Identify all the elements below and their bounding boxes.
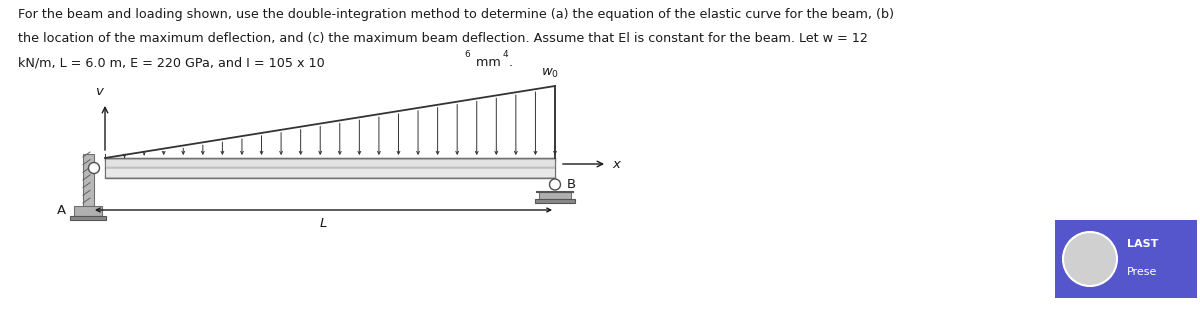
Circle shape <box>1063 232 1117 286</box>
Text: A: A <box>56 205 66 218</box>
Text: B: B <box>568 178 576 191</box>
Polygon shape <box>83 154 94 206</box>
Text: 4: 4 <box>503 50 509 59</box>
Text: the location of the maximum deflection, and (c) the maximum beam deflection. Ass: the location of the maximum deflection, … <box>18 32 868 45</box>
Polygon shape <box>1055 220 1198 298</box>
Polygon shape <box>535 199 575 203</box>
Text: LAST: LAST <box>1127 239 1158 249</box>
Polygon shape <box>539 192 571 199</box>
Circle shape <box>89 162 100 174</box>
Text: For the beam and loading shown, use the double-integration method to determine (: For the beam and loading shown, use the … <box>18 8 894 21</box>
Text: .: . <box>509 56 514 69</box>
Text: $w_0$: $w_0$ <box>541 67 559 80</box>
Text: L: L <box>320 217 328 230</box>
Text: x: x <box>612 157 620 170</box>
Text: kN/m, L = 6.0 m, E = 220 GPa, and I = 105 x 10: kN/m, L = 6.0 m, E = 220 GPa, and I = 10… <box>18 56 325 69</box>
Polygon shape <box>70 216 106 220</box>
Text: Prese: Prese <box>1127 267 1157 277</box>
Polygon shape <box>74 206 102 216</box>
Circle shape <box>550 179 560 190</box>
Text: v: v <box>95 85 103 98</box>
Text: mm: mm <box>472 56 500 69</box>
Text: 6: 6 <box>464 50 470 59</box>
